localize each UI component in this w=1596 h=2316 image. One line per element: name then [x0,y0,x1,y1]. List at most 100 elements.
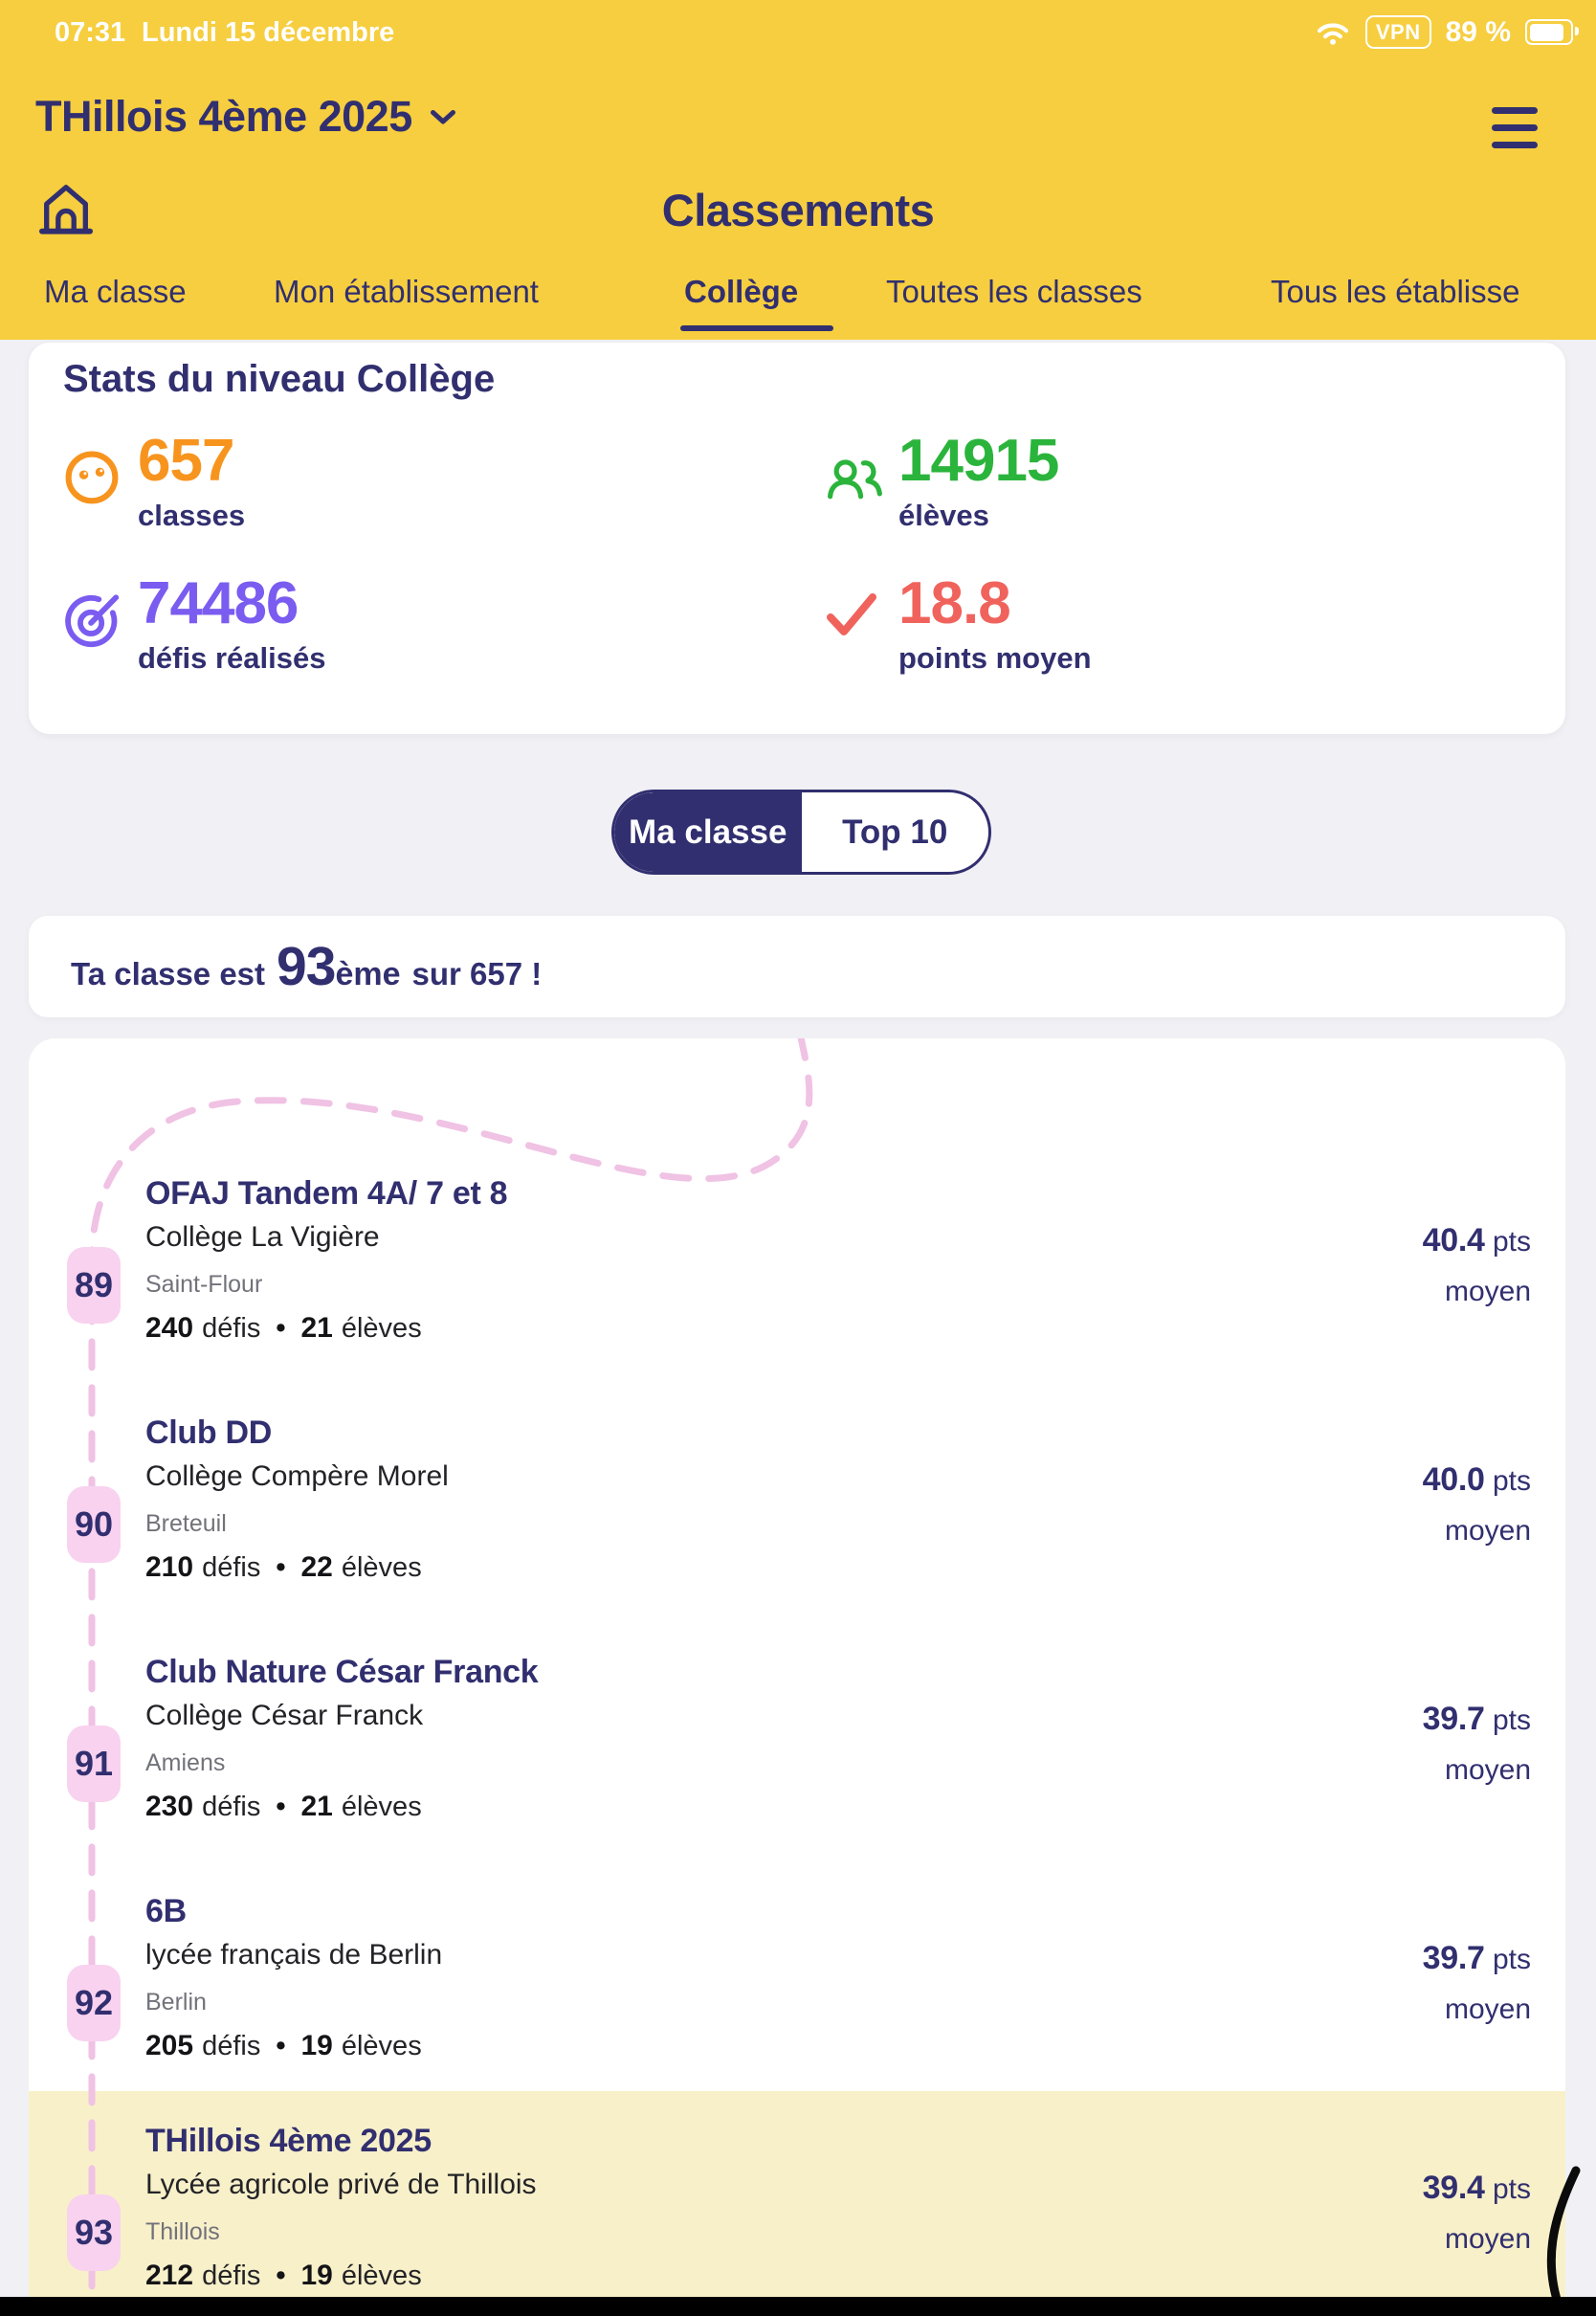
defis-count: 230 [145,1791,194,1822]
points-average: 40.4 pts moyen [1423,1222,1531,1308]
row-stats: 205 défis • 19 élèves [145,2030,422,2062]
bullet-separator: • [276,1792,286,1822]
stat-points: 18.8 points moyen [824,573,1092,676]
ranking-row[interactable]: 89 OFAJ Tandem 4A/ 7 et 8 Collège La Vig… [29,1144,1565,1383]
status-icons: VPN 89 % [1315,15,1579,49]
stat-eleves: 14915 élèves [824,431,1092,533]
smiley-icon [63,448,121,505]
points-value: 39.7 [1422,1701,1485,1737]
points-average: 39.7 pts moyen [1423,1701,1531,1787]
school-name: lycée français de Berlin [145,1939,443,1971]
battery-icon [1525,19,1579,45]
bullet-separator: • [276,1552,286,1583]
class-name: Club DD [145,1414,272,1451]
home-icon[interactable] [38,180,94,237]
defis-count: 205 [145,2030,194,2061]
stat-label-defis: défis réalisés [138,641,326,676]
status-date: Lundi 15 décembre [142,17,395,48]
city-name: Breteuil [145,1510,227,1537]
toggle-top10[interactable]: Top 10 [842,813,948,851]
defis-count: 210 [145,1551,194,1583]
school-name: Collège La Vigière [145,1221,380,1253]
ranking-rows: 89 OFAJ Tandem 4A/ 7 et 8 Collège La Vig… [29,1038,1565,2316]
toggle-ma-classe[interactable]: Ma classe [614,792,802,872]
defis-label: défis [202,1792,261,1822]
eleves-label: élèves [341,1552,422,1583]
bullet-separator: • [276,2260,286,2291]
app-header: 07:31 Lundi 15 décembre VPN 89 % THilloi… [0,0,1596,340]
defis-label: défis [202,2260,261,2291]
points-value: 39.4 [1422,2170,1485,2206]
points-unit: pts [1492,1465,1531,1497]
rank-badge: 93 [67,2194,121,2271]
stat-label-points: points moyen [898,641,1092,676]
tab-tous-les-etablissements[interactable]: Tous les établisse [1271,274,1520,309]
city-name: Saint-Flour [145,1271,263,1298]
school-name: Collège Compère Morel [145,1460,449,1492]
banner-suffix: sur 657 ! [411,956,543,991]
rank-number: 89 [74,1265,114,1304]
defis-count: 240 [145,1312,194,1344]
stats-grid: 657 classes 14915 élèves [63,431,1092,676]
vpn-badge: VPN [1364,15,1431,49]
points-moyen-label: moyen [1444,1993,1531,2025]
tab-toutes-les-classes[interactable]: Toutes les classes [886,274,1142,309]
target-icon [63,590,121,648]
rank-number: 93 [74,2213,114,2252]
banner-rank: 93 [277,936,336,997]
stat-value-eleves: 14915 [898,428,1059,494]
eleves-count: 21 [300,1791,333,1822]
rank-badge: 90 [67,1486,121,1563]
points-moyen-label: moyen [1444,2223,1531,2255]
city-name: Amiens [145,1749,226,1776]
rank-number: 91 [74,1744,114,1783]
screen-bottom-bar [0,2297,1596,2316]
stat-value-points: 18.8 [898,570,1011,637]
students-icon [824,448,882,505]
rank-number: 92 [74,1983,114,2022]
points-average: 39.7 pts moyen [1423,1940,1531,2026]
page-title: Classements [661,185,935,235]
active-tab-underline [680,325,833,331]
eleves-count: 19 [300,2030,333,2061]
defis-label: défis [202,1552,261,1583]
row-stats: 210 défis • 22 élèves [145,1551,422,1584]
points-moyen-label: moyen [1444,1276,1531,1307]
points-moyen-label: moyen [1444,1754,1531,1786]
ranking-row[interactable]: 92 6B lycée français de Berlin Berlin 20… [29,1861,1565,2101]
ranking-row[interactable]: 93 THillois 4ème 2025 Lycée agricole pri… [29,2091,1565,2316]
city-name: Thillois [145,2218,220,2245]
scope-toggle: Ma classe Top 10 [611,790,991,875]
banner-prefix: Ta classe est [71,956,266,991]
stats-title: Stats du niveau Collège [63,358,496,400]
points-value: 40.0 [1422,1461,1485,1498]
level-stats-card: Stats du niveau Collège 657 classes [29,343,1565,734]
bullet-separator: • [276,2031,286,2061]
row-stats: 212 défis • 19 élèves [145,2260,422,2292]
points-average: 39.4 pts moyen [1423,2170,1531,2256]
ranking-row[interactable]: 90 Club DD Collège Compère Morel Breteui… [29,1383,1565,1622]
school-name: Lycée agricole privé de Thillois [145,2169,537,2200]
tab-college[interactable]: Collège [684,274,799,309]
ranking-row[interactable]: 91 Club Nature César Franck Collège Césa… [29,1622,1565,1861]
ranking-tabs: Ma classe Mon établissement Collège Tout… [0,274,1596,341]
school-name: Collège César Franck [145,1700,424,1731]
points-average: 40.0 pts moyen [1423,1461,1531,1548]
points-value: 39.7 [1422,1940,1485,1976]
class-name: Club Nature César Franck [145,1654,539,1690]
points-moyen-label: moyen [1444,1515,1531,1547]
class-name: THillois 4ème 2025 [145,2123,432,2159]
class-name: 6B [145,1893,187,1929]
defis-label: défis [202,1313,261,1344]
menu-icon[interactable] [1492,107,1538,159]
eleves-label: élèves [341,1313,422,1344]
rank-badge: 92 [67,1965,121,2041]
rank-badge: 91 [67,1726,121,1802]
tab-ma-classe[interactable]: Ma classe [44,274,187,309]
points-unit: pts [1492,1704,1531,1736]
points-unit: pts [1492,2173,1531,2205]
eleves-label: élèves [341,1792,422,1822]
tab-mon-etablissement[interactable]: Mon établissement [274,274,539,309]
class-selector-dropdown[interactable]: THillois 4ème 2025 [35,92,456,142]
eleves-label: élèves [341,2031,422,2061]
